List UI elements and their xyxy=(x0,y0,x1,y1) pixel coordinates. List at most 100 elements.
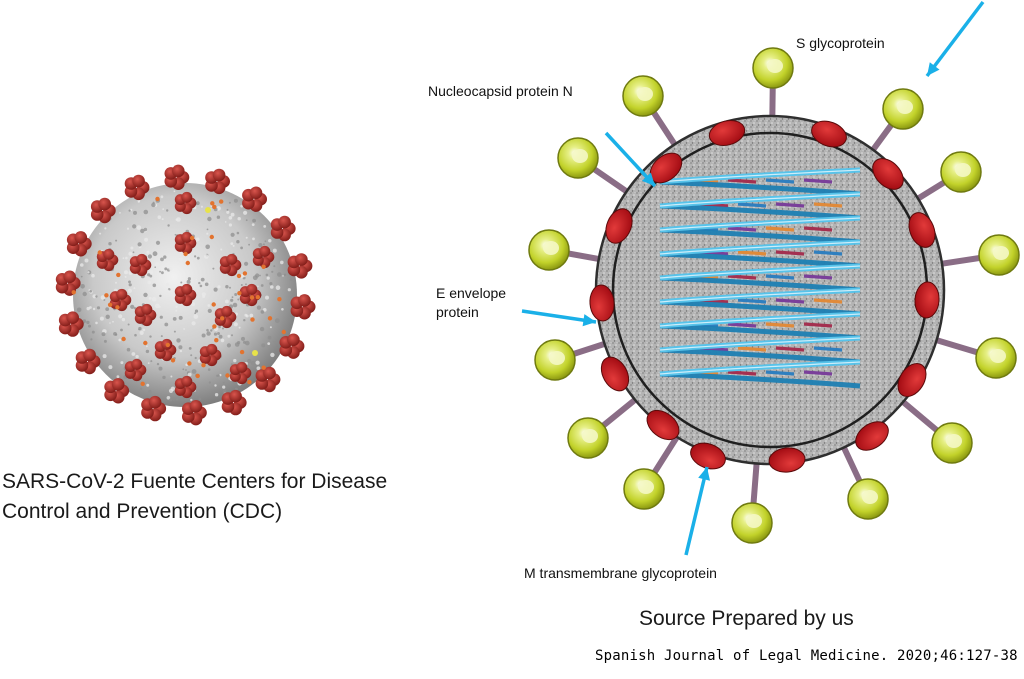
cdc-spike-lobe xyxy=(83,348,96,362)
cdc-texture-grain xyxy=(152,251,158,257)
cdc-spike xyxy=(109,288,132,312)
cdc-texture-grain xyxy=(190,354,193,357)
cdc-orange-dot xyxy=(170,358,176,363)
spike-head-highlight xyxy=(993,246,1009,260)
cdc-texture-grain xyxy=(207,368,211,371)
cdc-spike-lobe xyxy=(148,395,162,409)
cdc-texture-grain xyxy=(245,340,250,346)
cdc-texture-grain xyxy=(193,314,199,319)
cdc-texture-grain xyxy=(260,310,265,314)
cdc-texture-grain xyxy=(186,279,191,284)
cdc-orange-dot xyxy=(183,251,188,257)
cdc-spike xyxy=(255,366,281,393)
cdc-texture-grain xyxy=(150,271,154,275)
cdc-texture-grain xyxy=(201,292,206,297)
nucleocapsid-segment xyxy=(813,250,843,256)
cdc-texture-grain xyxy=(182,368,185,371)
cdc-texture-grain xyxy=(191,369,197,374)
cdc-texture-grain xyxy=(131,352,136,356)
cdc-texture-grain xyxy=(125,256,128,260)
cdc-texture-grain xyxy=(212,267,215,270)
cdc-texture-grain xyxy=(162,375,166,380)
cdc-orange-dot xyxy=(97,250,102,255)
cdc-texture-grain xyxy=(164,322,169,327)
cdc-caption-line2: Control and Prevention (CDC) xyxy=(2,500,283,523)
spike-head-highlight xyxy=(946,434,962,448)
cdc-texture-grain xyxy=(188,347,192,350)
cdc-orange-dot xyxy=(121,336,126,342)
cdc-texture-grain xyxy=(204,254,209,259)
cdc-texture-grain xyxy=(180,281,183,284)
cdc-texture-grain xyxy=(230,242,234,245)
cdc-spike xyxy=(124,174,150,201)
cdc-texture-grain xyxy=(118,314,123,319)
cdc-texture-grain xyxy=(80,275,83,278)
cdc-texture-grain xyxy=(161,271,164,275)
cdc-texture-grain xyxy=(175,309,178,312)
cdc-texture-grain xyxy=(159,270,161,273)
cdc-orange-dot xyxy=(225,373,230,378)
cdc-texture-grain xyxy=(259,326,265,332)
cdc-texture-grain xyxy=(146,345,148,348)
cdc-texture-grain xyxy=(155,303,160,309)
cdc-texture-grain xyxy=(91,330,95,334)
cdc-texture-grain xyxy=(120,328,123,332)
cdc-texture-grain xyxy=(259,274,261,277)
cdc-texture-grain xyxy=(272,248,277,253)
m-protein xyxy=(708,119,746,147)
cdc-texture-grain xyxy=(263,225,267,228)
cdc-texture-grain xyxy=(136,225,142,230)
cdc-texture-grain xyxy=(115,281,117,284)
cdc-texture-grain xyxy=(245,219,248,222)
spike-head-highlight xyxy=(862,490,878,504)
cdc-spike xyxy=(174,283,197,307)
cdc-texture-grain xyxy=(88,324,91,328)
nucleocapsid-segment xyxy=(813,346,843,352)
cdc-texture-grain xyxy=(240,204,244,208)
cdc-texture-grain xyxy=(116,375,120,379)
cdc-spike-lobe xyxy=(103,248,115,260)
cdc-texture-grain xyxy=(262,243,265,246)
cdc-spike xyxy=(182,400,207,426)
cdc-texture-grain xyxy=(237,341,241,345)
cdc-orange-dot xyxy=(195,373,200,379)
cdc-spike-lobe xyxy=(226,253,238,265)
cdc-texture-grain xyxy=(270,285,274,289)
cdc-texture-grain xyxy=(127,323,130,326)
arrow-shaft xyxy=(925,0,985,78)
cdc-texture-grain xyxy=(216,215,221,219)
cdc-spike xyxy=(290,294,316,320)
cdc-texture-grain xyxy=(139,330,144,335)
cdc-caption: SARS-CoV-2 Fuente Centers for Disease Co… xyxy=(2,467,387,527)
cdc-texture-grain xyxy=(174,233,177,236)
spike-head xyxy=(847,478,889,520)
cdc-orange-dot xyxy=(116,272,121,278)
cdc-spike xyxy=(66,231,92,257)
cdc-texture-grain xyxy=(82,291,87,297)
cdc-texture-grain xyxy=(130,304,135,309)
cdc-spike-lobe xyxy=(111,378,125,391)
spike-head xyxy=(931,422,973,464)
cdc-texture-grain xyxy=(207,216,212,222)
nucleocapsid-segment xyxy=(737,346,767,352)
cdc-texture-grain xyxy=(230,363,233,366)
cdc-spike xyxy=(55,270,81,296)
cdc-texture-grain xyxy=(96,306,101,310)
cdc-texture-grain xyxy=(233,198,238,203)
cdc-spike xyxy=(174,375,197,399)
spike-head-highlight xyxy=(990,349,1006,363)
label-s-glycoprotein: S glycoprotein xyxy=(796,35,885,51)
cdc-spike-lobe xyxy=(74,231,88,244)
cdc-orange-dot xyxy=(143,340,148,346)
cdc-spike-lobe xyxy=(181,191,193,203)
nucleocapsid-segment xyxy=(803,226,833,232)
m-protein xyxy=(768,447,806,473)
label-e-envelope-line2: protein xyxy=(436,304,479,320)
cdc-texture-grain xyxy=(92,294,97,299)
cdc-texture-grain xyxy=(89,290,92,293)
cdc-texture-grain xyxy=(119,212,121,214)
cdc-spikes xyxy=(55,164,316,426)
cdc-spike xyxy=(58,311,84,337)
cdc-texture-grain xyxy=(207,308,212,313)
cdc-texture-grain xyxy=(213,287,218,292)
